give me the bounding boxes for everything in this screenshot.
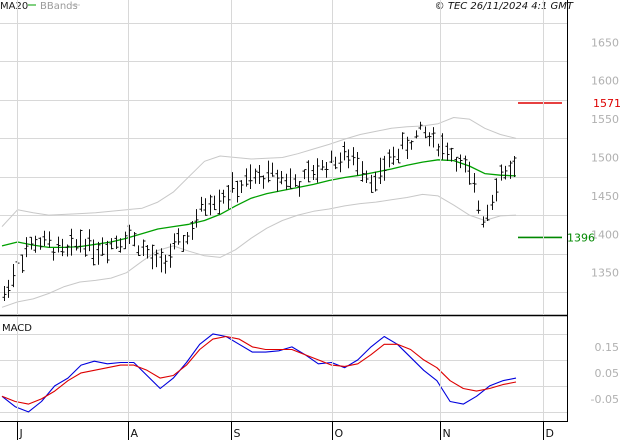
month-label: D: [546, 427, 554, 440]
price-y-tick-label: 1350: [591, 267, 619, 280]
price-panel: 1350 1400 1450 1500 1550 1600 1650 1571 1396 MA…: [0, 1, 621, 308]
price-y-tick-label: 1600: [591, 75, 619, 88]
month-label: A: [131, 427, 139, 440]
price-y-tick-label: 1650: [591, 36, 619, 49]
bbands-legend: BBands: [40, 1, 78, 12]
macd-line: [1, 333, 517, 413]
macd-y-tick-labels: 0.15 0.05 -0.05: [591, 341, 619, 406]
price-y-tick-labels: 1350 1400 1450 1500 1550 1600 1650: [591, 36, 619, 279]
price-grid: [0, 23, 567, 293]
macd-grid: [0, 334, 567, 413]
macd-y-tick-label: 0.15: [595, 341, 620, 354]
bbands-upper-line: [1, 117, 517, 227]
copyright-text: © TEC 26/11/2024 4:1 GMT: [435, 1, 574, 12]
ma20-series: [1, 159, 517, 249]
support-level-label: 1396: [567, 231, 595, 244]
month-label: S: [234, 427, 241, 440]
macd-panel: 0.150.05-0.05 MACD: [0, 323, 619, 413]
macd-y-tick-label: 0.05: [595, 367, 620, 380]
price-y-tick-label: 1400: [591, 228, 619, 241]
price-y-tick-label: 1500: [591, 152, 619, 165]
month-label: O: [335, 427, 344, 440]
macd-lines: [1, 333, 517, 413]
signal-line: [1, 335, 517, 405]
ohlc-bars: [2, 121, 517, 301]
ma20-legend: MA20: [0, 1, 28, 12]
price-y-tick-label: 1450: [591, 190, 619, 203]
price-levels: 1571 1396: [518, 97, 621, 244]
ma20-line: [1, 159, 517, 249]
bbands-series: [1, 117, 517, 308]
month-label: N: [443, 427, 451, 440]
macd-y-tick-label: -0.05: [591, 393, 619, 406]
resistance-level-label: 1571: [593, 97, 621, 110]
price-y-tick-label: 1550: [591, 113, 619, 126]
bbands-lower-line: [1, 193, 517, 308]
month-label: J: [19, 427, 23, 440]
